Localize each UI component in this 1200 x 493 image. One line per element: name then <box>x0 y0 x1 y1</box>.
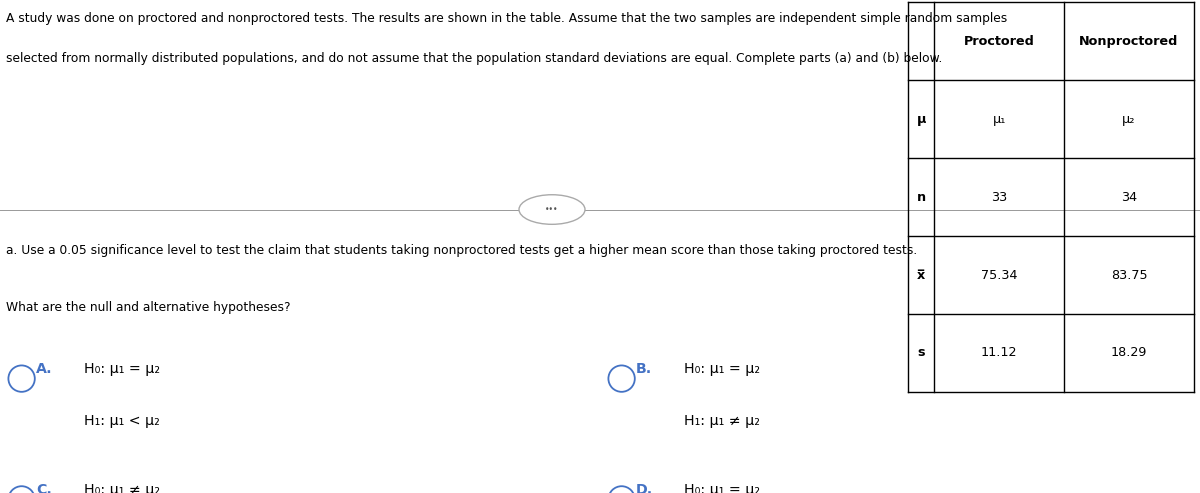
Text: D.: D. <box>636 483 653 493</box>
Text: 75.34: 75.34 <box>980 269 1018 282</box>
Text: 18.29: 18.29 <box>1111 347 1147 359</box>
Text: B.: B. <box>636 362 653 376</box>
Text: What are the null and alternative hypotheses?: What are the null and alternative hypoth… <box>6 301 290 314</box>
Text: C.: C. <box>36 483 52 493</box>
Text: A.: A. <box>36 362 53 376</box>
Text: μ₁: μ₁ <box>992 113 1006 126</box>
Text: selected from normally distributed populations, and do not assume that the popul: selected from normally distributed popul… <box>6 52 942 65</box>
Text: 11.12: 11.12 <box>980 347 1018 359</box>
Text: s: s <box>918 347 925 359</box>
Text: H₀: μ₁ = μ₂: H₀: μ₁ = μ₂ <box>84 362 160 376</box>
Text: 34: 34 <box>1121 191 1138 204</box>
Text: 83.75: 83.75 <box>1111 269 1147 282</box>
Text: •••: ••• <box>545 205 559 214</box>
Text: H₁: μ₁ < μ₂: H₁: μ₁ < μ₂ <box>84 414 160 428</box>
Text: μ₂: μ₂ <box>1122 113 1135 126</box>
Text: H₀: μ₁ = μ₂: H₀: μ₁ = μ₂ <box>684 362 760 376</box>
Text: n: n <box>917 191 926 204</box>
Ellipse shape <box>520 195 586 224</box>
Text: A study was done on proctored and nonproctored tests. The results are shown in t: A study was done on proctored and nonpro… <box>6 12 1007 25</box>
Text: a. Use a 0.05 significance level to test the claim that students taking nonproct: a. Use a 0.05 significance level to test… <box>6 244 917 257</box>
Text: H₁: μ₁ ≠ μ₂: H₁: μ₁ ≠ μ₂ <box>684 414 760 428</box>
Text: 33: 33 <box>991 191 1007 204</box>
Text: H₀: μ₁ = μ₂: H₀: μ₁ = μ₂ <box>684 483 760 493</box>
Text: μ: μ <box>917 113 926 126</box>
Text: Nonproctored: Nonproctored <box>1079 35 1178 48</box>
Text: x̅: x̅ <box>917 269 925 282</box>
Text: Proctored: Proctored <box>964 35 1034 48</box>
Text: H₀: μ₁ ≠ μ₂: H₀: μ₁ ≠ μ₂ <box>84 483 160 493</box>
